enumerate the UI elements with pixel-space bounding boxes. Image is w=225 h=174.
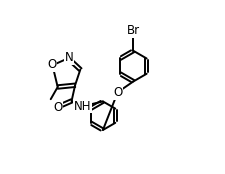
Text: O: O <box>53 101 62 113</box>
Text: O: O <box>113 86 122 99</box>
Text: Br: Br <box>127 25 140 37</box>
Text: N: N <box>65 51 73 64</box>
Text: NH: NH <box>74 100 92 113</box>
Text: O: O <box>47 58 56 71</box>
